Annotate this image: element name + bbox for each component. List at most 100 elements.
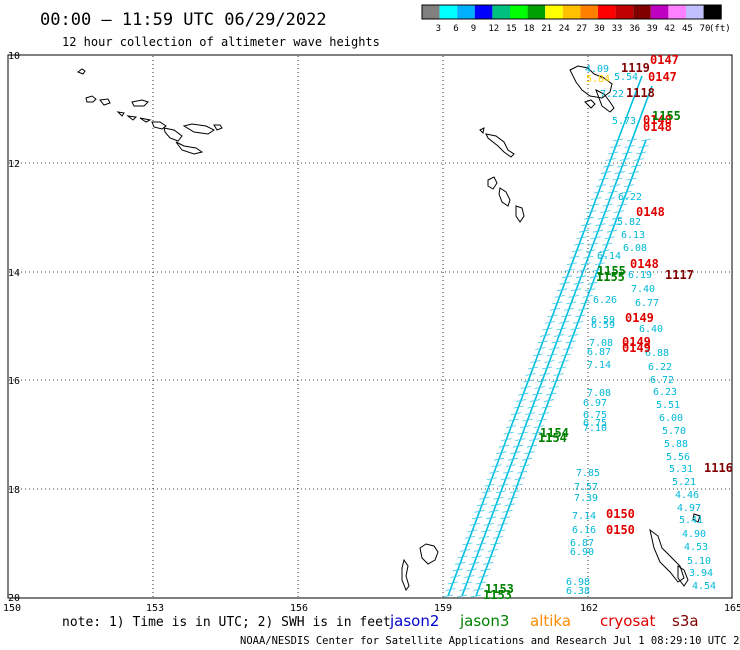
- track-tick: [473, 588, 484, 591]
- track-tick: [638, 145, 649, 148]
- track-tick: [572, 321, 584, 324]
- colorbar-label: 24: [559, 24, 570, 34]
- colorbar-label: 39: [647, 24, 658, 34]
- track-tick: [549, 347, 560, 350]
- track-tick: [585, 288, 596, 292]
- track-tick: [518, 392, 529, 396]
- colorbar-swatch: [562, 5, 581, 19]
- track-tick: [555, 366, 567, 370]
- swh-value: 6.88: [645, 348, 669, 359]
- swh-value: 5.84: [586, 74, 610, 85]
- swh-value: 4.46: [675, 490, 699, 501]
- track-tick: [529, 438, 540, 442]
- track-tick: [558, 360, 569, 363]
- track-tick: [592, 229, 604, 233]
- track-tick: [522, 418, 533, 422]
- colorbar-swatch: [598, 5, 616, 19]
- track-tick: [483, 522, 494, 526]
- track-tick: [553, 373, 564, 376]
- swh-value: 6.59: [591, 315, 615, 326]
- track-tick: [546, 353, 557, 357]
- track-tick: [498, 444, 509, 448]
- track-tick: [619, 158, 630, 161]
- swh-value: 7.39: [574, 493, 598, 504]
- colorbar-label: 33: [612, 24, 623, 34]
- track-tick: [507, 457, 519, 461]
- track-tick: [564, 268, 575, 272]
- track-tick: [498, 483, 509, 487]
- x-tick-label: 165: [724, 603, 740, 614]
- swh-value: 7.14: [572, 511, 596, 522]
- swh-value: 6.87: [570, 538, 594, 549]
- track-tick: [480, 568, 491, 572]
- colorbar-label: 6: [453, 24, 458, 34]
- y-tick-label: 10: [8, 51, 20, 62]
- track-tick: [544, 321, 556, 324]
- track-tick: [534, 386, 545, 389]
- track-tick: [608, 151, 619, 155]
- track-tick: [569, 255, 580, 259]
- track-tick: [624, 145, 635, 148]
- track-tick: [503, 431, 514, 435]
- track-tick: [604, 236, 615, 240]
- track-tick: [543, 399, 554, 402]
- track-tick: [520, 386, 531, 389]
- colorbar-label: 12: [488, 24, 499, 34]
- track-tick: [531, 431, 542, 435]
- track-tick: [575, 275, 587, 279]
- track-tick: [595, 223, 606, 227]
- track-tick: [464, 575, 475, 578]
- track-tick: [561, 314, 572, 318]
- track-tick: [517, 431, 528, 435]
- track-tick: [600, 171, 611, 174]
- swh-value: 6.77: [635, 298, 659, 309]
- track-tick: [600, 210, 611, 214]
- colorbar-swatch: [580, 5, 598, 19]
- track-tick: [487, 549, 499, 552]
- swh-value: 6.22: [648, 362, 672, 373]
- track-tick: [469, 522, 480, 526]
- swh-value: 6.26: [593, 295, 617, 306]
- swh-value: 5.10: [687, 556, 711, 567]
- track-tick: [607, 190, 618, 194]
- track-tick: [614, 171, 625, 174]
- swh-value: 7.85: [576, 468, 600, 479]
- track-tick: [452, 568, 463, 572]
- track-tick: [606, 229, 618, 233]
- colorbar-swatch: [527, 5, 546, 19]
- track-tick: [493, 496, 504, 500]
- colorbar-swatch: [545, 5, 563, 19]
- swh-value: 5.88: [664, 439, 688, 450]
- time-label: 1154: [538, 431, 567, 445]
- track-tick: [597, 255, 608, 259]
- track-tick: [609, 223, 620, 227]
- track-tick: [552, 301, 563, 305]
- track-tick: [526, 444, 537, 448]
- track-tick: [563, 347, 574, 350]
- track-tick: [506, 425, 517, 429]
- swh-value: 5.70: [662, 426, 686, 437]
- track-tick: [544, 360, 555, 363]
- track-tick: [469, 562, 480, 565]
- track-tick: [557, 288, 568, 292]
- track-tick: [478, 535, 489, 539]
- track-tick: [580, 301, 591, 305]
- legend-cryosat: cryosat: [600, 612, 655, 630]
- track-tick: [575, 314, 586, 318]
- swh-value: 6.75: [583, 410, 607, 421]
- track-tick: [486, 477, 497, 481]
- track-tick: [537, 340, 548, 344]
- track-tick: [507, 496, 518, 500]
- track-tick: [470, 594, 482, 598]
- x-tick-label: 159: [434, 603, 452, 614]
- footer-note: note: 1) Time is in UTC; 2) SWH is in fe…: [62, 615, 391, 630]
- swh-value: 5.54: [614, 72, 638, 83]
- swh-value: 6.13: [621, 230, 645, 241]
- track-tick: [489, 470, 500, 474]
- time-label: 1155: [596, 270, 625, 284]
- track-tick: [605, 197, 616, 201]
- swh-value: 5.73: [612, 116, 636, 127]
- swh-value: 7.40: [631, 284, 655, 295]
- track-tick: [461, 581, 472, 585]
